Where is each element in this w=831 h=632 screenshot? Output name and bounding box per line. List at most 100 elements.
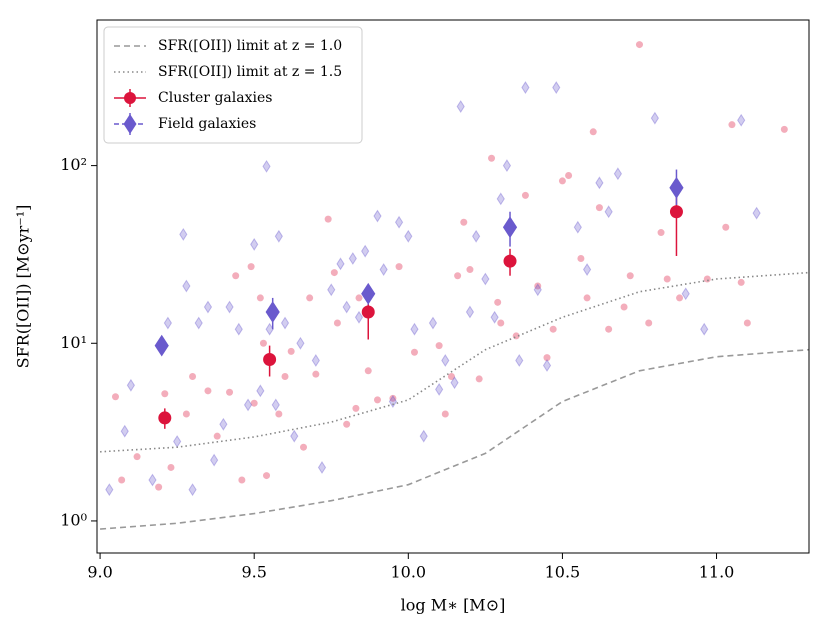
- cluster-galaxy: [565, 171, 573, 179]
- cluster-galaxy: [213, 432, 221, 440]
- cluster-galaxy: [167, 463, 175, 471]
- field-galaxy: [179, 227, 188, 241]
- field-galaxy: [388, 395, 397, 408]
- field-galaxy: [120, 424, 129, 438]
- field-galaxy: [428, 316, 438, 330]
- cluster-galaxy: [155, 483, 163, 491]
- field-galaxy: [234, 322, 243, 336]
- field-galaxy: [274, 229, 283, 243]
- field-galaxy: [441, 354, 450, 367]
- cluster-point: [669, 205, 683, 219]
- field-galaxy: [613, 167, 622, 181]
- cluster-galaxy: [281, 373, 289, 381]
- cluster-galaxy: [589, 128, 597, 136]
- field-point: [361, 282, 376, 305]
- field-point: [154, 334, 169, 357]
- cluster-galaxy: [534, 282, 542, 290]
- cluster-galaxy: [238, 476, 246, 484]
- field-galaxy: [336, 257, 345, 271]
- field-galaxy: [290, 429, 299, 443]
- cluster-galaxy: [494, 298, 502, 306]
- cluster-galaxy: [497, 319, 505, 327]
- cluster-galaxy: [259, 339, 267, 347]
- cluster-galaxy: [330, 269, 338, 277]
- cluster-galaxy: [488, 154, 496, 162]
- cluster-galaxy: [605, 325, 613, 333]
- cluster-galaxy: [395, 263, 403, 271]
- cluster-galaxy: [343, 420, 351, 428]
- legend-marker: [124, 92, 136, 104]
- field-galaxy: [182, 279, 191, 293]
- cluster-galaxy: [635, 41, 643, 49]
- cluster-galaxy: [189, 373, 197, 381]
- x-axis-label: log M∗ [M⊙]: [401, 596, 506, 615]
- cluster-galaxy: [256, 294, 264, 302]
- legend-marker: [123, 114, 137, 134]
- cluster-point: [263, 353, 277, 367]
- cluster-galaxy: [441, 410, 449, 418]
- field-galaxy: [105, 483, 114, 497]
- field-galaxy: [650, 111, 659, 125]
- field-galaxy: [573, 220, 582, 234]
- cluster-galaxy: [460, 218, 468, 226]
- x-tick-label: 10.5: [545, 563, 581, 582]
- cluster-galaxy: [247, 263, 255, 271]
- x-tick-label: 11.0: [699, 563, 735, 582]
- field-galaxy: [472, 229, 481, 243]
- field-galaxy: [250, 238, 259, 251]
- cluster-galaxy: [333, 319, 341, 327]
- cluster-galaxy: [364, 367, 372, 375]
- cluster-galaxy: [595, 204, 603, 212]
- field-galaxy: [502, 159, 512, 173]
- field-galaxy: [456, 100, 465, 113]
- x-tick-label: 10.0: [390, 563, 426, 582]
- field-point: [265, 301, 280, 323]
- cluster-galaxy: [324, 215, 332, 223]
- cluster-galaxy: [312, 370, 320, 378]
- field-galaxy: [256, 384, 265, 398]
- cluster-galaxy: [626, 272, 634, 280]
- plot-frame: [96, 19, 810, 554]
- legend-label: Cluster galaxies: [158, 90, 272, 106]
- field-galaxy: [203, 300, 213, 314]
- cluster-galaxy: [133, 453, 141, 461]
- cluster-galaxy: [161, 390, 169, 398]
- field-galaxy: [194, 316, 203, 330]
- field-galaxy: [243, 398, 253, 412]
- field-galaxy: [163, 316, 172, 330]
- cluster-galaxy: [454, 272, 462, 280]
- field-galaxy: [348, 252, 357, 265]
- cluster-galaxy: [676, 294, 684, 302]
- cluster-galaxy: [118, 476, 126, 484]
- field-galaxy: [604, 205, 613, 219]
- field-galaxy: [404, 229, 413, 243]
- cluster-galaxy: [300, 443, 308, 451]
- cluster-point: [361, 305, 375, 319]
- field-galaxy: [595, 176, 604, 190]
- cluster-galaxy: [743, 319, 751, 327]
- cluster-galaxy: [521, 191, 529, 199]
- field-galaxy: [737, 113, 746, 127]
- cluster-point: [503, 254, 517, 268]
- cluster-galaxy: [275, 410, 283, 418]
- cluster-galaxy: [466, 266, 474, 274]
- field-galaxy: [219, 417, 228, 431]
- field-galaxy: [148, 473, 157, 487]
- field-galaxy: [552, 81, 561, 94]
- y-tick-label: 10⁰: [60, 510, 87, 529]
- field-galaxy: [271, 398, 280, 412]
- cluster-galaxy: [182, 410, 190, 418]
- field-galaxy: [188, 483, 197, 497]
- field-galaxy: [280, 316, 290, 330]
- field-galaxy: [126, 378, 135, 392]
- cluster-galaxy: [263, 472, 271, 480]
- cluster-galaxy: [722, 223, 730, 231]
- field-galaxy: [342, 300, 351, 314]
- field-galaxy: [361, 244, 370, 258]
- cluster-galaxy: [577, 255, 585, 263]
- legend-label: SFR([OII]) limit at z = 1.5: [158, 64, 342, 80]
- y-axis-label: SFR([OII]) [M⊙yr⁻¹]: [14, 205, 33, 369]
- cluster-galaxy: [250, 399, 258, 407]
- field-galaxy: [450, 376, 459, 390]
